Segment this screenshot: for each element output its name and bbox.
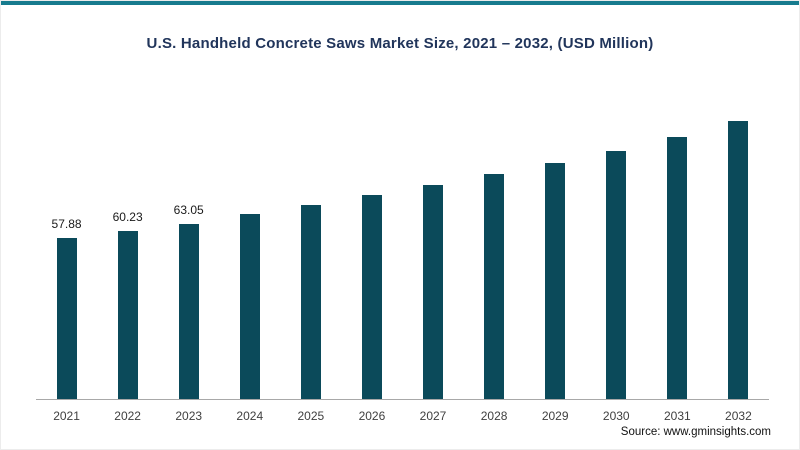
bar (300, 205, 321, 399)
bar-value-label: 60.23 (112, 210, 143, 224)
top-accent-bar (1, 1, 799, 5)
x-tick-label: 2027 (419, 409, 447, 423)
bar (606, 151, 627, 399)
bar (667, 137, 688, 399)
bar (423, 185, 443, 399)
bar-value-label: 57.88 (51, 217, 82, 231)
bar-column: 60.23 (97, 79, 158, 399)
bar-column (647, 79, 708, 399)
bar-column (402, 79, 463, 399)
x-tick-label: 2021 (53, 409, 80, 423)
bar-column (525, 79, 586, 399)
x-tick-label: 2022 (114, 409, 141, 423)
bar (239, 214, 260, 399)
bar (178, 224, 199, 399)
chart-title: U.S. Handheld Concrete Saws Market Size,… (146, 35, 654, 52)
bar (545, 163, 566, 399)
bar-column (708, 79, 769, 399)
x-tick-label: 2028 (480, 409, 508, 423)
bar (361, 195, 382, 399)
x-tick-label: 2032 (725, 409, 752, 423)
bar-column: 63.05 (158, 79, 219, 399)
x-axis-line (36, 399, 769, 400)
x-tick-label: 2025 (297, 409, 325, 423)
x-axis-labels: 2021 2022 2023 2024 2025 2026 2027 2028 2029 2030… (36, 400, 769, 423)
bar-chart: 57.88 60.23 63.05 2021 2022 2023 2024 2025 2026… (36, 79, 769, 423)
bar-column (586, 79, 647, 399)
x-tick-label: 2029 (541, 409, 569, 423)
bar (117, 231, 138, 399)
bar-value-label: 63.05 (173, 203, 204, 217)
x-tick-label: 2024 (236, 409, 264, 423)
bar (56, 238, 77, 399)
bar (728, 121, 749, 399)
bar-column (219, 79, 280, 399)
bars-area: 57.88 60.23 63.05 (36, 79, 769, 399)
x-tick-label: 2030 (602, 409, 630, 423)
bar-column: 57.88 (36, 79, 97, 399)
x-tick-label: 2031 (663, 409, 691, 423)
bar-column (341, 79, 402, 399)
source-credit: Source: www.gminsights.com (620, 426, 771, 438)
x-tick-label: 2026 (358, 409, 386, 423)
x-tick-label: 2023 (175, 409, 203, 423)
bar (484, 174, 505, 399)
bar-column (280, 79, 341, 399)
bar-column (464, 79, 525, 399)
